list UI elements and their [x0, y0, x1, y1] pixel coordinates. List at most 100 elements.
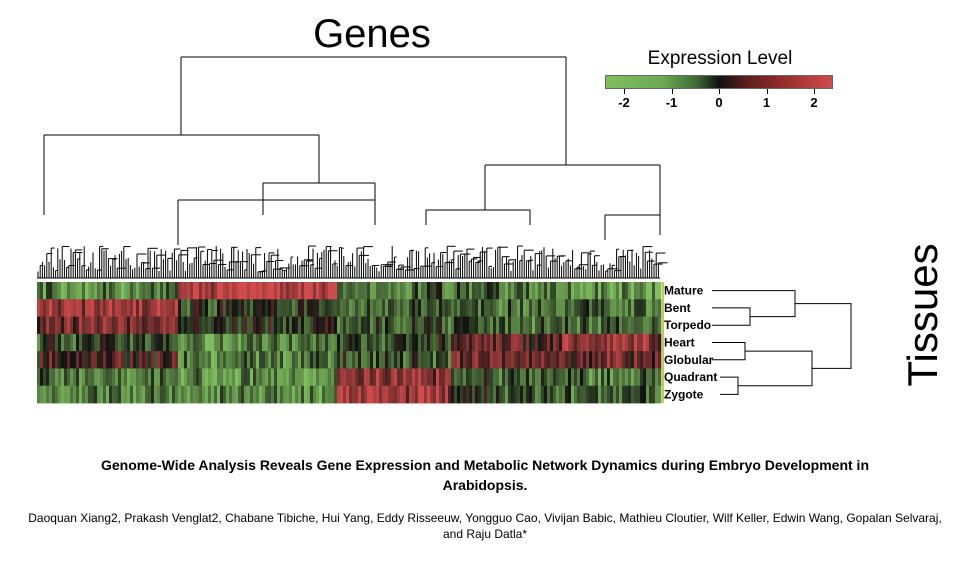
- heatmap-cell: [601, 333, 605, 352]
- heatmap-cell: [334, 385, 338, 404]
- heatmap-cell: [88, 368, 92, 387]
- heatmap-cell: [196, 316, 200, 335]
- heatmap-cell: [211, 316, 215, 335]
- heatmap-cell: [310, 385, 314, 404]
- heatmap-cell: [556, 299, 560, 317]
- heatmap-cell: [82, 385, 86, 404]
- heatmap-cell: [472, 351, 476, 369]
- heatmap-cell: [430, 351, 434, 369]
- heatmap-cell: [622, 299, 626, 317]
- heatmap-cell: [274, 299, 278, 317]
- heatmap-cell: [595, 351, 599, 369]
- heatmap-cell: [466, 333, 470, 352]
- heatmap-cell: [361, 316, 365, 335]
- heatmap-cell: [550, 316, 554, 335]
- heatmap-cell: [49, 316, 53, 335]
- heatmap-cell: [172, 299, 176, 317]
- heatmap-cell: [244, 368, 248, 387]
- heatmap-cell: [655, 333, 659, 352]
- heatmap-cell: [520, 282, 524, 300]
- heatmap-cell: [427, 299, 431, 317]
- heatmap-cell: [574, 385, 578, 404]
- heatmap-cell: [460, 282, 464, 300]
- heatmap-cell: [562, 385, 566, 404]
- heatmap-cell: [388, 333, 392, 352]
- heatmap-cell: [67, 299, 71, 317]
- heatmap-cell: [481, 368, 485, 387]
- heatmap-cell: [595, 282, 599, 300]
- heatmap-cell: [451, 351, 455, 369]
- heatmap-cell: [67, 282, 71, 300]
- heatmap-cell: [199, 368, 203, 387]
- heatmap-cell: [265, 351, 269, 369]
- heatmap-cell: [427, 316, 431, 335]
- heatmap-cell: [253, 316, 257, 335]
- heatmap-cell: [229, 368, 233, 387]
- tissue-label-torpedo: Torpedo: [664, 318, 711, 332]
- heatmap-cell: [643, 282, 647, 300]
- heatmap-cell: [106, 299, 110, 317]
- heatmap-cell: [556, 316, 560, 335]
- heatmap-cell: [373, 368, 377, 387]
- heatmap-cell: [85, 385, 89, 404]
- heatmap-cell: [487, 316, 491, 335]
- heatmap-cell: [604, 299, 608, 317]
- heatmap-cell: [175, 351, 179, 369]
- heatmap-cell: [352, 316, 356, 335]
- heatmap-cell: [478, 368, 482, 387]
- heatmap-cell: [472, 282, 476, 300]
- heatmap-cell: [277, 385, 281, 404]
- heatmap-cell: [274, 368, 278, 387]
- heatmap-cell: [235, 351, 239, 369]
- heatmap-cell: [175, 316, 179, 335]
- heatmap-cell: [610, 282, 614, 300]
- heatmap-cell: [166, 299, 170, 317]
- heatmap-cell: [334, 316, 338, 335]
- heatmap-cell: [310, 333, 314, 352]
- tissue-branch-quadrant-zygote: [720, 376, 739, 395]
- heatmap-cell: [247, 385, 251, 404]
- heatmap-cell: [466, 282, 470, 300]
- heatmap-cell: [559, 316, 563, 335]
- heatmap-cell: [94, 316, 98, 335]
- heatmap-cell: [52, 299, 56, 317]
- heatmap-cell: [331, 299, 335, 317]
- heatmap-cell: [133, 333, 137, 352]
- heatmap-cell: [223, 333, 227, 352]
- heatmap-cell: [43, 368, 47, 387]
- heatmap-cell: [379, 351, 383, 369]
- gene-dendrogram: [37, 56, 668, 279]
- heatmap-cell: [244, 316, 248, 335]
- heatmap-cell: [46, 368, 50, 387]
- heatmap-cell: [286, 299, 290, 317]
- heatmap-cell: [421, 351, 425, 369]
- heatmap-cell: [640, 385, 644, 404]
- heatmap-cell: [478, 316, 482, 335]
- heatmap-cell: [130, 282, 134, 300]
- heatmap-cell: [55, 316, 59, 335]
- heatmap-cell: [247, 333, 251, 352]
- heatmap-cell: [313, 368, 317, 387]
- heatmap-cell: [307, 351, 311, 369]
- heatmap-cell: [508, 385, 512, 404]
- heatmap-cell: [88, 385, 92, 404]
- heatmap-cell: [304, 368, 308, 387]
- color-scale-bar: [605, 75, 833, 89]
- heatmap-cell: [610, 316, 614, 335]
- heatmap-cell: [574, 316, 578, 335]
- heatmap-cell: [82, 282, 86, 300]
- heatmap-cell: [586, 385, 590, 404]
- heatmap-cell: [232, 282, 236, 300]
- heatmap-cell: [61, 368, 65, 387]
- heatmap-cell: [103, 368, 107, 387]
- heatmap-cell: [571, 385, 575, 404]
- heatmap-cell: [310, 316, 314, 335]
- heatmap-cell: [595, 368, 599, 387]
- heatmap-cell: [76, 299, 80, 317]
- heatmap-cell: [445, 282, 449, 300]
- heatmap-cell: [373, 316, 377, 335]
- heatmap-cell: [613, 299, 617, 317]
- heatmap-cell: [241, 385, 245, 404]
- heatmap-cell: [379, 333, 383, 352]
- heatmap-cell: [502, 333, 506, 352]
